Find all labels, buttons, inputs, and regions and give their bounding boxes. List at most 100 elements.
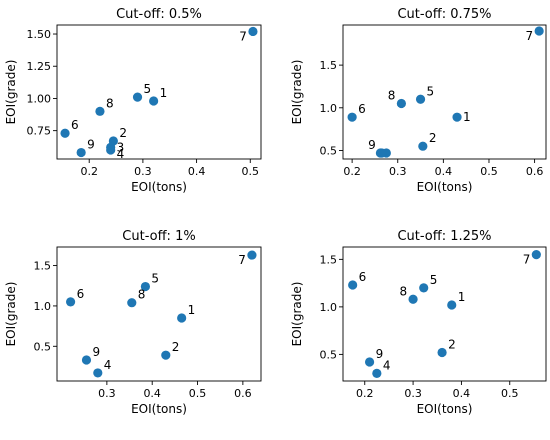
data-point-9 bbox=[364, 357, 375, 367]
point-label-2: 2 bbox=[429, 131, 437, 145]
y-tick-label: 1.25 bbox=[27, 60, 52, 73]
data-point-6 bbox=[348, 280, 358, 290]
scatter-panel-3: Cut-off: 1% 0.3 0.4 0.5 0.6 0.5 1.0 1.5 EOI(tons… bbox=[4, 229, 262, 416]
point-label-9: 9 bbox=[87, 138, 95, 152]
point-label-8: 8 bbox=[388, 89, 396, 103]
chart-title: Cut-off: 1.25% bbox=[397, 229, 491, 244]
data-point-7 bbox=[247, 250, 257, 260]
point-label-4: 4 bbox=[104, 358, 112, 372]
y-tick-label: 1.5 bbox=[34, 260, 52, 273]
data-point-2 bbox=[437, 347, 447, 358]
point-label-4: 4 bbox=[383, 358, 391, 372]
x-tick-label: 0.5 bbox=[189, 387, 207, 400]
data-point-8 bbox=[396, 98, 406, 109]
data-point-8 bbox=[127, 298, 137, 308]
point-label-6: 6 bbox=[358, 102, 366, 116]
data-point-2 bbox=[418, 141, 428, 151]
y-tick-label: 1.0 bbox=[320, 301, 338, 314]
scatter-panel-2: Cut-off: 0.75% 0.2 0.3 0.4 0.5 0.6 0.5 1.0 1.5 EO… bbox=[290, 7, 547, 194]
x-tick-label: 0.5 bbox=[480, 165, 498, 178]
x-axis-label: EOI(tons) bbox=[417, 180, 473, 194]
x-tick-label: 0.4 bbox=[188, 165, 206, 178]
y-tick-label: 0.5 bbox=[320, 144, 338, 157]
data-point-5 bbox=[140, 281, 150, 292]
data-point-8 bbox=[95, 106, 105, 116]
y-tick-label: 1.5 bbox=[320, 253, 338, 266]
x-tick-label: 0.2 bbox=[80, 165, 98, 178]
point-label-1: 1 bbox=[463, 110, 471, 124]
data-point-2 bbox=[161, 350, 171, 360]
data-point-4 bbox=[106, 145, 116, 155]
axes-frame bbox=[56, 24, 262, 160]
point-label-7: 7 bbox=[523, 253, 531, 267]
point-label-1: 1 bbox=[160, 86, 168, 100]
y-tick-label: 0.5 bbox=[34, 340, 52, 353]
y-tick-label: 1.5 bbox=[320, 59, 338, 72]
data-point-6 bbox=[66, 297, 76, 307]
data-point-9 bbox=[377, 148, 387, 158]
x-tick-label: 0.3 bbox=[404, 387, 422, 400]
x-tick-label: 0.6 bbox=[526, 165, 544, 178]
data-point-4 bbox=[93, 368, 103, 378]
point-label-2: 2 bbox=[448, 337, 456, 351]
x-tick-label: 0.3 bbox=[134, 165, 152, 178]
point-label-8: 8 bbox=[399, 284, 407, 298]
data-point-7 bbox=[534, 26, 544, 36]
data-point-8 bbox=[408, 294, 418, 304]
point-label-8: 8 bbox=[106, 96, 114, 110]
x-tick-label: 0.4 bbox=[143, 387, 161, 400]
chart-title: Cut-off: 1% bbox=[122, 229, 195, 244]
x-tick-label: 0.3 bbox=[98, 387, 116, 400]
x-tick-label: 0.5 bbox=[501, 387, 519, 400]
data-point-5 bbox=[132, 92, 143, 102]
chart-title: Cut-off: 0.75% bbox=[397, 7, 491, 22]
scatter-panel-4: Cut-off: 1.25% 0.2 0.3 0.4 0.5 0.5 1.0 1.5 EOI(t… bbox=[290, 229, 547, 416]
y-axis-label: EOI(grade) bbox=[290, 282, 304, 347]
data-point-9 bbox=[81, 355, 92, 365]
chart-title: Cut-off: 0.5% bbox=[116, 7, 202, 22]
point-label-5: 5 bbox=[430, 273, 438, 287]
x-tick-label: 0.6 bbox=[234, 387, 252, 400]
x-tick-label: 0.2 bbox=[343, 165, 361, 178]
x-tick-label: 0.2 bbox=[356, 387, 374, 400]
x-axis-label: EOI(tons) bbox=[131, 402, 187, 416]
point-label-8: 8 bbox=[138, 288, 146, 302]
data-point-4 bbox=[372, 368, 382, 378]
data-point-6 bbox=[347, 112, 357, 122]
point-label-5: 5 bbox=[144, 82, 152, 96]
y-axis-label: EOI(grade) bbox=[4, 282, 18, 347]
point-label-5: 5 bbox=[151, 272, 159, 286]
data-point-1 bbox=[447, 300, 457, 310]
scatter-panel-1: Cut-off: 0.5% 0.2 0.3 0.4 0.5 0.75 1.00 1.25 1.5… bbox=[4, 7, 262, 194]
y-tick-label: 1.50 bbox=[27, 28, 52, 41]
point-label-7: 7 bbox=[526, 29, 534, 43]
point-label-9: 9 bbox=[368, 138, 376, 152]
x-tick-label: 0.5 bbox=[242, 165, 260, 178]
axes-frame bbox=[342, 24, 547, 160]
x-tick-label: 0.4 bbox=[453, 387, 471, 400]
point-label-1: 1 bbox=[458, 290, 466, 304]
point-label-7: 7 bbox=[238, 253, 246, 267]
point-label-2: 2 bbox=[172, 340, 180, 354]
y-tick-label: 0.75 bbox=[27, 125, 52, 138]
x-tick-label: 0.3 bbox=[389, 165, 407, 178]
x-axis-label: EOI(tons) bbox=[131, 180, 187, 194]
axes-frame bbox=[342, 246, 547, 382]
data-point-7 bbox=[531, 250, 541, 260]
data-point-1 bbox=[149, 96, 159, 106]
data-point-1 bbox=[177, 313, 187, 323]
point-label-7: 7 bbox=[239, 29, 247, 43]
y-axis-label: EOI(grade) bbox=[4, 60, 18, 125]
data-point-9 bbox=[76, 147, 86, 158]
point-label-1: 1 bbox=[188, 303, 196, 317]
y-tick-label: 1.0 bbox=[320, 102, 338, 115]
point-label-6: 6 bbox=[359, 270, 367, 284]
data-point-7 bbox=[248, 26, 258, 37]
y-axis-label: EOI(grade) bbox=[290, 60, 304, 125]
point-label-9: 9 bbox=[92, 345, 100, 359]
y-tick-label: 0.5 bbox=[320, 348, 338, 361]
point-label-6: 6 bbox=[71, 118, 79, 132]
x-axis-label: EOI(tons) bbox=[417, 402, 473, 416]
data-point-5 bbox=[419, 283, 429, 293]
